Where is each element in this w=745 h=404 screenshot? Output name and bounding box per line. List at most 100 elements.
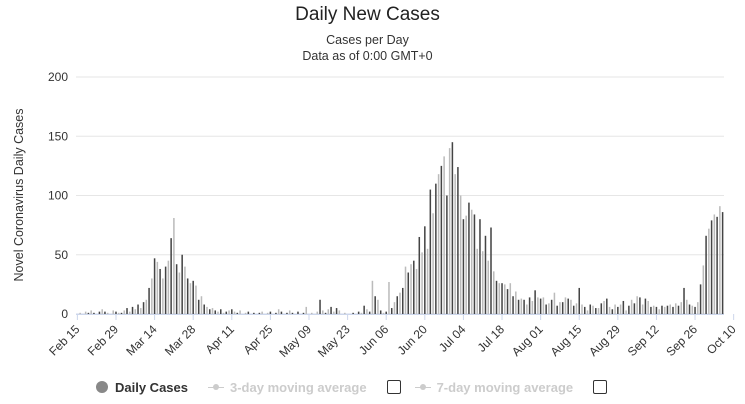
bar[interactable] — [481, 251, 484, 314]
bar[interactable] — [175, 264, 178, 314]
bar[interactable] — [137, 304, 139, 314]
bar[interactable] — [366, 309, 368, 314]
bar[interactable] — [84, 311, 87, 314]
bar[interactable] — [564, 297, 567, 314]
bar[interactable] — [666, 305, 669, 314]
bar[interactable] — [104, 311, 106, 314]
bar[interactable] — [581, 304, 583, 314]
bar[interactable] — [639, 297, 641, 314]
bar[interactable] — [120, 312, 123, 314]
bar[interactable] — [388, 282, 390, 314]
bar[interactable] — [716, 216, 718, 314]
bar[interactable] — [399, 292, 401, 314]
bar[interactable] — [195, 285, 197, 314]
checkbox-7day-average[interactable] — [593, 380, 608, 394]
bar[interactable] — [90, 310, 92, 314]
bar[interactable] — [526, 304, 528, 314]
bar[interactable] — [636, 296, 638, 314]
bar[interactable] — [644, 298, 647, 314]
bar[interactable] — [680, 302, 683, 314]
bar[interactable] — [476, 248, 478, 314]
bar[interactable] — [721, 212, 724, 314]
bar[interactable] — [686, 299, 688, 314]
bar[interactable] — [117, 312, 120, 314]
bar[interactable] — [548, 303, 550, 314]
bar[interactable] — [426, 248, 429, 314]
bar[interactable] — [454, 174, 456, 314]
bar[interactable] — [291, 312, 294, 314]
bar[interactable] — [658, 309, 660, 314]
bar[interactable] — [222, 312, 225, 314]
bar[interactable] — [688, 304, 691, 314]
bar[interactable] — [374, 296, 376, 314]
bar[interactable] — [545, 304, 547, 314]
bar[interactable] — [106, 312, 109, 314]
bar[interactable] — [617, 306, 619, 314]
bar[interactable] — [396, 296, 398, 314]
bar[interactable] — [559, 302, 561, 314]
bar[interactable] — [655, 306, 658, 314]
bar[interactable] — [650, 306, 652, 314]
bar[interactable] — [170, 238, 172, 314]
bar[interactable] — [542, 297, 545, 314]
bar[interactable] — [415, 268, 418, 314]
bar[interactable] — [528, 297, 531, 314]
bar[interactable] — [567, 298, 569, 314]
bar[interactable] — [140, 308, 142, 314]
bar[interactable] — [506, 289, 509, 314]
checkbox-3day-average[interactable] — [386, 380, 401, 394]
bar[interactable] — [115, 311, 117, 314]
bar[interactable] — [652, 305, 655, 314]
bar[interactable] — [694, 306, 696, 314]
bar[interactable] — [162, 278, 164, 314]
bar[interactable] — [407, 272, 410, 314]
bar[interactable] — [266, 312, 269, 314]
bar[interactable] — [203, 304, 205, 314]
bar[interactable] — [484, 235, 487, 314]
bar[interactable] — [159, 268, 161, 314]
bar[interactable] — [572, 305, 575, 314]
bar[interactable] — [134, 309, 137, 314]
bar[interactable] — [556, 305, 558, 314]
bar[interactable] — [597, 308, 600, 314]
bar[interactable] — [186, 278, 189, 314]
bar[interactable] — [352, 312, 354, 314]
bar[interactable] — [404, 266, 407, 314]
bar[interactable] — [324, 312, 327, 314]
bar[interactable] — [311, 312, 313, 314]
bar[interactable] — [515, 291, 517, 314]
bar[interactable] — [225, 311, 228, 314]
bar[interactable] — [697, 302, 699, 314]
bar[interactable] — [429, 189, 432, 314]
bar[interactable] — [509, 283, 512, 314]
bar[interactable] — [288, 310, 291, 314]
bar[interactable] — [487, 260, 489, 314]
bar[interactable] — [131, 306, 134, 314]
bar[interactable] — [184, 266, 186, 314]
bar[interactable] — [479, 219, 481, 314]
bar[interactable] — [663, 306, 666, 314]
bar[interactable] — [672, 306, 674, 314]
bar[interactable] — [473, 214, 476, 314]
bar[interactable] — [305, 306, 308, 314]
bar[interactable] — [683, 287, 685, 314]
bar[interactable] — [468, 202, 470, 314]
bar[interactable] — [517, 299, 520, 314]
bar[interactable] — [561, 302, 564, 314]
bar[interactable] — [330, 306, 332, 314]
bar[interactable] — [197, 299, 200, 314]
bar[interactable] — [379, 310, 382, 314]
bar[interactable] — [233, 311, 236, 314]
bar[interactable] — [708, 228, 710, 314]
bar[interactable] — [501, 283, 503, 314]
bar[interactable] — [589, 304, 592, 314]
bar[interactable] — [719, 206, 721, 314]
bar[interactable] — [297, 311, 299, 314]
bar[interactable] — [112, 310, 114, 314]
bar[interactable] — [586, 310, 589, 314]
bar[interactable] — [371, 280, 374, 314]
bar[interactable] — [208, 309, 211, 314]
bar[interactable] — [661, 305, 663, 314]
bar[interactable] — [446, 195, 448, 315]
bar[interactable] — [418, 236, 421, 314]
